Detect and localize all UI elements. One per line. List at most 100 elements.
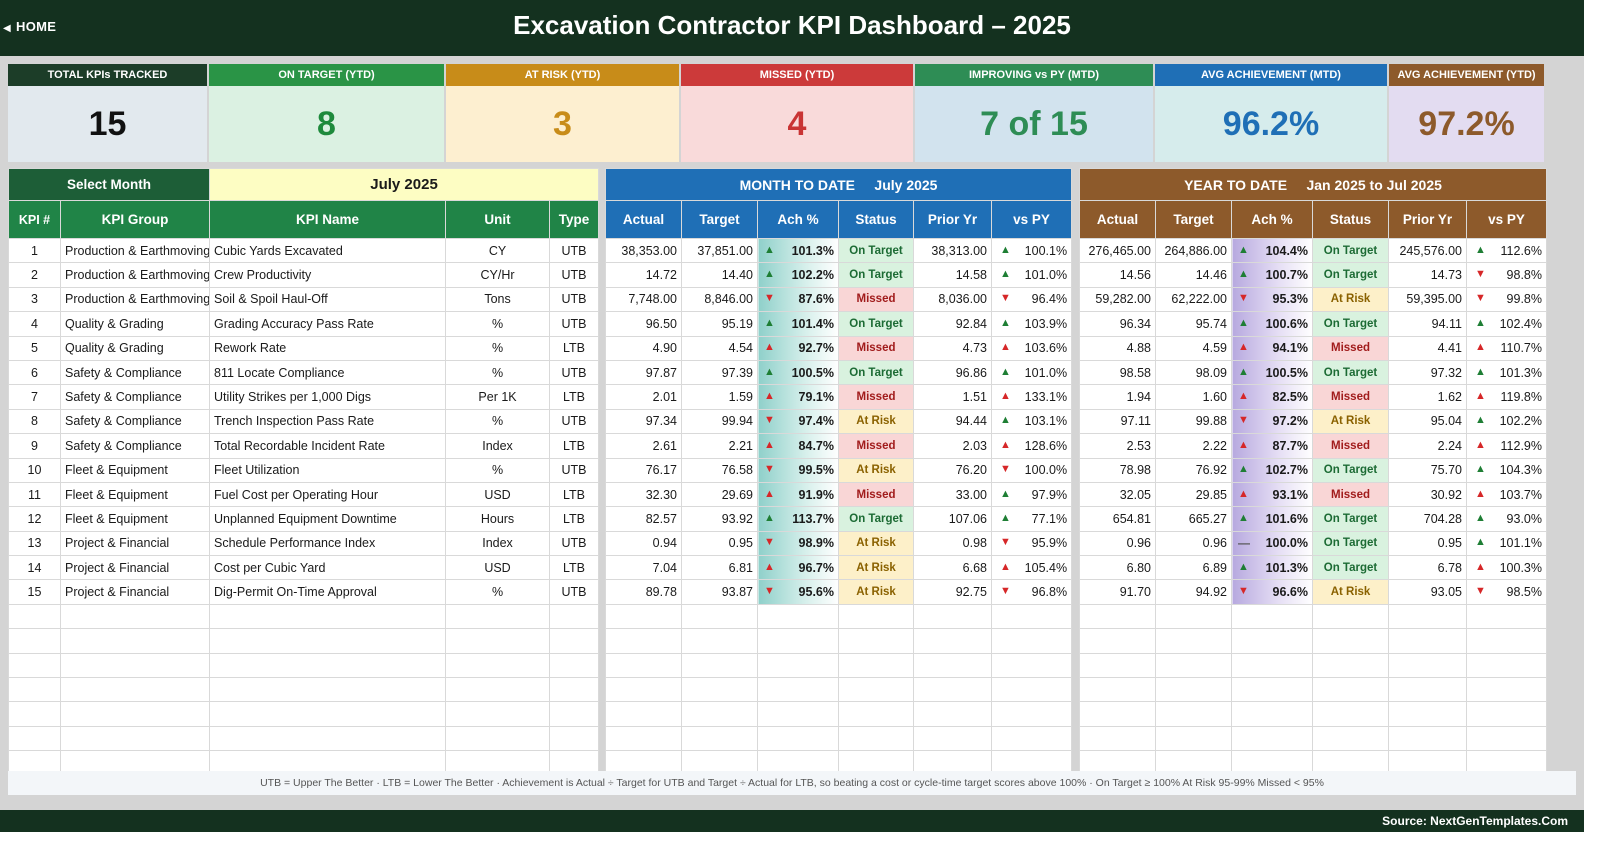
status-badge: Missed [1312, 384, 1389, 410]
mtd-target: 37,851.00 [681, 237, 758, 264]
kpi-group: Project & Financial [59, 579, 211, 605]
home-button[interactable]: ◀ HOME [3, 19, 56, 34]
ytd-ach-pct: ▼ 95.3% [1231, 286, 1313, 313]
table-row: 8 Safety & Compliance Trench Inspection Pa… [8, 408, 600, 435]
ach-value: 84.7% [798, 438, 834, 453]
mtd-actual: 38,353.00 [605, 237, 682, 264]
ach-value: 97.2% [1272, 414, 1308, 429]
kpi-num: 8 [8, 408, 61, 435]
kpi-card-label: AT RISK (YTD) [446, 64, 679, 86]
ytd-actual: 0.96 [1079, 530, 1156, 557]
vs-py-value: 102.2% [1499, 414, 1542, 429]
ytd-prior-yr: 97.32 [1388, 359, 1467, 386]
table-row: 96.50 95.19 ▲ 101.4% On Target 92.84 ▲ 103.9% [605, 311, 1073, 337]
status-badge: On Target [1312, 237, 1389, 264]
table-row: 91.70 94.92 ▼ 96.6% At Risk 93.05 ▼ 98.5% [1079, 579, 1547, 605]
empty-cell [1466, 652, 1547, 679]
ytd-band-label: YEAR TO DATE [1184, 176, 1288, 193]
empty-cell [1079, 701, 1156, 727]
empty-cell [1312, 725, 1389, 752]
vs-py-value: 96.8% [1031, 585, 1068, 600]
kpi-type: LTB [549, 335, 600, 361]
status-badge: At Risk [838, 555, 914, 581]
ytd-target: 4.59 [1155, 335, 1232, 361]
ach-value: 101.4% [791, 316, 834, 331]
ytd-vs-py: ▲ 110.7% [1466, 335, 1547, 361]
vs-py-value: 103.6% [1024, 341, 1068, 356]
ytd-ach-pct: ▲ 94.1% [1231, 335, 1313, 361]
empty-cell [1231, 725, 1313, 752]
kpi-card-label: IMPROVING vs PY (MTD) [915, 64, 1153, 86]
vs-py-value: 119.8% [1500, 390, 1542, 405]
kpi-group: Safety & Compliance [59, 384, 211, 410]
vs-py-value: 103.7% [1499, 487, 1542, 502]
kpi-group: Production & Earthmoving [59, 286, 211, 313]
empty-cell [1312, 652, 1389, 679]
empty-row [1079, 701, 1547, 727]
vs-py-value: 77.1% [1031, 511, 1068, 526]
empty-cell [838, 677, 914, 703]
mtd-band: MONTH TO DATE July 2025 [604, 168, 1073, 201]
empty-cell [1079, 603, 1156, 630]
kpi-group: Production & Earthmoving [59, 237, 211, 264]
status-badge: On Target [1312, 311, 1389, 337]
ach-value: 96.6% [1272, 585, 1308, 600]
ytd-ach-pct: ▲ 87.7% [1231, 433, 1313, 459]
kpi-unit: % [445, 359, 551, 386]
kpi-num: 11 [8, 481, 61, 508]
empty-cell [209, 677, 447, 703]
mtd-actual: 82.57 [605, 506, 682, 532]
kpi-card-label: AVG ACHIEVEMENT (YTD) [1389, 64, 1544, 86]
mtd-actual: 97.34 [605, 408, 682, 435]
mtd-target: 97.39 [681, 359, 758, 386]
ytd-ach-pct: — 100.0% [1231, 530, 1313, 557]
ach-value: 97.4% [798, 414, 834, 429]
ytd-vs-py: ▲ 100.3% [1466, 555, 1547, 581]
mtd-prior-yr: 2.03 [913, 433, 992, 459]
kpi-name: Dig-Permit On-Time Approval [209, 579, 447, 605]
vs-py-value: 112.6% [1500, 243, 1542, 258]
empty-cell [445, 701, 551, 727]
month-selector[interactable]: July 2025 [209, 168, 600, 201]
status-badge: On Target [838, 311, 914, 337]
kpi-unit: CY [445, 237, 551, 264]
ach-value: 101.3% [1265, 560, 1308, 575]
table-row: 32.05 29.85 ▲ 93.1% Missed 30.92 ▲ 103.7% [1079, 481, 1547, 508]
empty-cell [8, 652, 61, 679]
empty-cell [757, 725, 839, 752]
ytd-ach-pct: ▲ 101.6% [1231, 506, 1313, 532]
table-row: 4 Quality & Grading Grading Accuracy Pass … [8, 311, 600, 337]
empty-cell [681, 701, 758, 727]
mtd-vs-py: ▼ 96.8% [990, 579, 1073, 605]
table-row: 11 Fleet & Equipment Fuel Cost per Operati… [8, 481, 600, 508]
mtd-col-header: Actual [605, 200, 682, 239]
mtd-vs-py: ▲ 105.4% [990, 555, 1073, 581]
empty-cell [1388, 603, 1467, 630]
vs-py-value: 100.3% [1499, 560, 1542, 575]
mtd-vs-py: ▼ 100.0% [990, 457, 1073, 483]
kpi-group: Production & Earthmoving [59, 262, 211, 288]
empty-cell [445, 628, 551, 654]
up-arrow-icon: ▲ [1475, 463, 1486, 476]
ytd-ach-pct: ▲ 104.4% [1231, 237, 1313, 264]
mtd-band-period: July 2025 [874, 176, 938, 193]
mtd-vs-py: ▲ 128.6% [990, 433, 1073, 459]
empty-cell [209, 652, 447, 679]
ach-value: 82.5% [1272, 390, 1308, 405]
mtd-prior-yr: 6.68 [913, 555, 992, 581]
mtd-vs-py: ▲ 97.9% [990, 481, 1073, 508]
kpi-name: Cost per Cubic Yard [209, 555, 447, 581]
ytd-vs-py: ▼ 98.8% [1466, 262, 1547, 288]
kpi-unit: Tons [445, 286, 551, 313]
ytd-vs-py: ▲ 101.3% [1466, 359, 1547, 386]
up-arrow-icon: ▲ [1238, 487, 1249, 500]
empty-row [605, 603, 1073, 630]
empty-cell [990, 725, 1073, 752]
up-arrow-icon: ▲ [1000, 487, 1011, 500]
kpi-card: ON TARGET (YTD) 8 [209, 64, 446, 162]
empty-cell [445, 725, 551, 752]
ach-value: 100.7% [1265, 268, 1308, 283]
kpi-card: AVG ACHIEVEMENT (MTD) 96.2% [1155, 64, 1389, 162]
table-row: 654.81 665.27 ▲ 101.6% On Target 704.28 ▲ 93.0% [1079, 506, 1547, 532]
down-arrow-icon: ▼ [1475, 292, 1486, 305]
